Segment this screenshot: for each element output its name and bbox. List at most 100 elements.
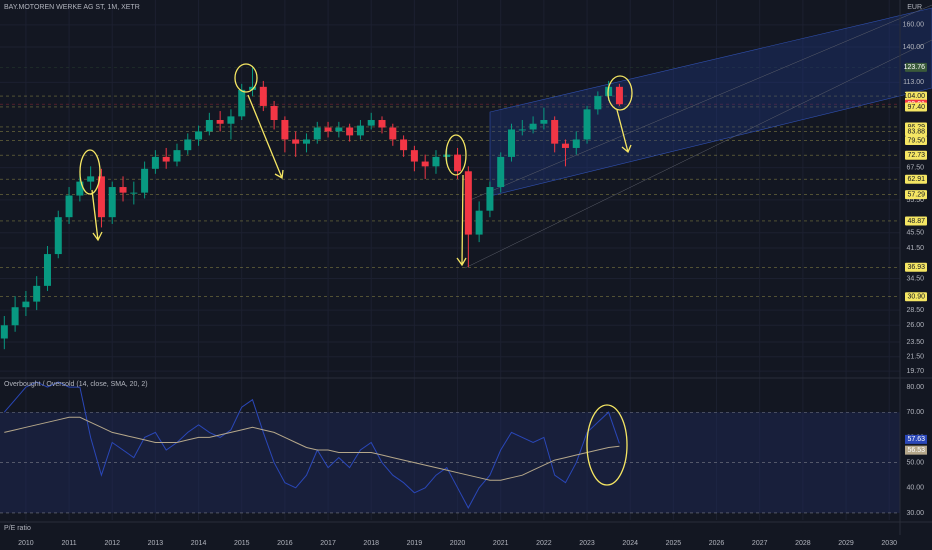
- candle-body: [97, 176, 105, 218]
- candle-body: [0, 325, 8, 339]
- y-tick-label: 41.50: [906, 245, 924, 252]
- x-tick-label: 2014: [191, 540, 207, 547]
- arrow: [616, 109, 632, 154]
- candle-body: [259, 86, 267, 106]
- x-tick-label: 2017: [320, 540, 336, 547]
- y-tick-label: 28.50: [906, 307, 924, 314]
- oscillator-line: [3, 381, 620, 509]
- candle-body: [486, 187, 494, 211]
- candle-body: [529, 123, 537, 130]
- arrow: [91, 189, 103, 242]
- candle-body: [292, 139, 300, 144]
- price-label-bg: [905, 262, 927, 272]
- candle-body: [583, 109, 591, 140]
- candle-body: [464, 171, 472, 235]
- candle-body: [594, 96, 602, 110]
- price-label-bg: [905, 174, 927, 184]
- y-tick-label: 26.00: [906, 322, 924, 329]
- candle-body: [615, 86, 623, 105]
- grid: [0, 0, 900, 520]
- candle-body: [302, 139, 310, 144]
- candle-body: [421, 161, 429, 167]
- price-label-bg: [905, 62, 927, 72]
- labels: 2010 2011 2012 2013 2014 2015 2016 2017 2018 2019…: [18, 22, 927, 547]
- chart-title: BAY.MOTOREN WERKE AG ST, 1M, XETR: [4, 4, 140, 11]
- price-label: 104.00: [904, 93, 926, 100]
- price-label: 57.29: [907, 192, 925, 199]
- channel: [489, 7, 932, 197]
- candle-body: [108, 187, 116, 218]
- x-tick-label: 2025: [666, 540, 682, 547]
- y-tick-label: 50.00: [906, 459, 924, 466]
- price-label-bg: [905, 292, 927, 302]
- candle-body: [141, 168, 149, 193]
- candle-body: [389, 127, 397, 140]
- circle-annotation: [586, 404, 628, 486]
- candle-body: [87, 176, 95, 182]
- y-tick-label: 70.00: [906, 409, 924, 416]
- y-tick-label: 21.50: [906, 354, 924, 361]
- y-tick-label: 55.50: [906, 197, 924, 204]
- last-value-label: 57.63: [907, 436, 925, 443]
- candle-body: [281, 120, 289, 140]
- candle-body: [238, 89, 246, 117]
- candle-body: [378, 120, 386, 128]
- circle-annotation: [445, 134, 467, 176]
- candle-body: [497, 156, 505, 188]
- candle-body: [410, 150, 418, 162]
- y-tick-label: 80.00: [906, 384, 924, 391]
- circle-annotation: [79, 149, 101, 195]
- price-label-bg: [905, 91, 927, 101]
- y-tick-label: 45.50: [906, 230, 924, 237]
- trend-line: [469, 4, 932, 201]
- x-tick-label: 2021: [493, 540, 509, 547]
- arrow: [456, 174, 467, 267]
- arrow: [247, 94, 284, 180]
- y-tick-label: 113.00: [903, 79, 924, 86]
- price-label: 48.87: [907, 218, 925, 225]
- price-label: 36.93: [907, 264, 925, 271]
- candle-body: [130, 192, 138, 194]
- x-tick-label: 2015: [234, 540, 250, 547]
- price-label: 62.91: [907, 176, 925, 183]
- x-tick-label: 2026: [709, 540, 725, 547]
- y-tick-label: 67.50: [906, 164, 924, 171]
- candle-body: [249, 86, 257, 90]
- x-tick-label: 2019: [407, 540, 423, 547]
- y-tick-label: 19.70: [906, 368, 924, 375]
- candle-body: [540, 120, 548, 124]
- candle-body: [195, 131, 203, 140]
- candle-body: [475, 210, 483, 235]
- last-value-bg: [905, 434, 927, 444]
- candle-body: [454, 154, 462, 172]
- x-tick-label: 2023: [579, 540, 595, 547]
- price-label: 83.88: [907, 128, 925, 135]
- oscillator-line: [4, 416, 620, 481]
- marks: [0, 67, 623, 509]
- candle-body: [335, 127, 343, 132]
- candle-body: [432, 156, 440, 167]
- y-tick-label: 30.00: [906, 510, 924, 517]
- x-tick-label: 2011: [62, 540, 77, 547]
- x-tick-label: 2028: [795, 540, 811, 547]
- candle-body: [76, 181, 84, 196]
- circle-annotation: [607, 75, 633, 111]
- candle-body: [400, 139, 408, 151]
- candle-body: [367, 120, 375, 126]
- candle-body: [346, 127, 354, 136]
- price-label: 30.90: [907, 294, 925, 301]
- y-tick-label: 40.00: [906, 485, 924, 492]
- candle-body: [227, 116, 235, 124]
- x-tick-label: 2022: [536, 540, 552, 547]
- trend-line: [464, 39, 932, 269]
- candle-body: [54, 217, 62, 255]
- x-tick-label: 2030: [881, 540, 897, 547]
- price-label: 97.40: [907, 104, 925, 111]
- candle-body: [205, 120, 213, 132]
- candle-body: [184, 139, 192, 151]
- candle-body: [22, 301, 30, 308]
- x-tick-label: 2018: [363, 540, 379, 547]
- last-value-label: 56.53: [907, 447, 925, 454]
- price-label-bg: [905, 102, 927, 112]
- price-label: 79.50: [907, 137, 925, 144]
